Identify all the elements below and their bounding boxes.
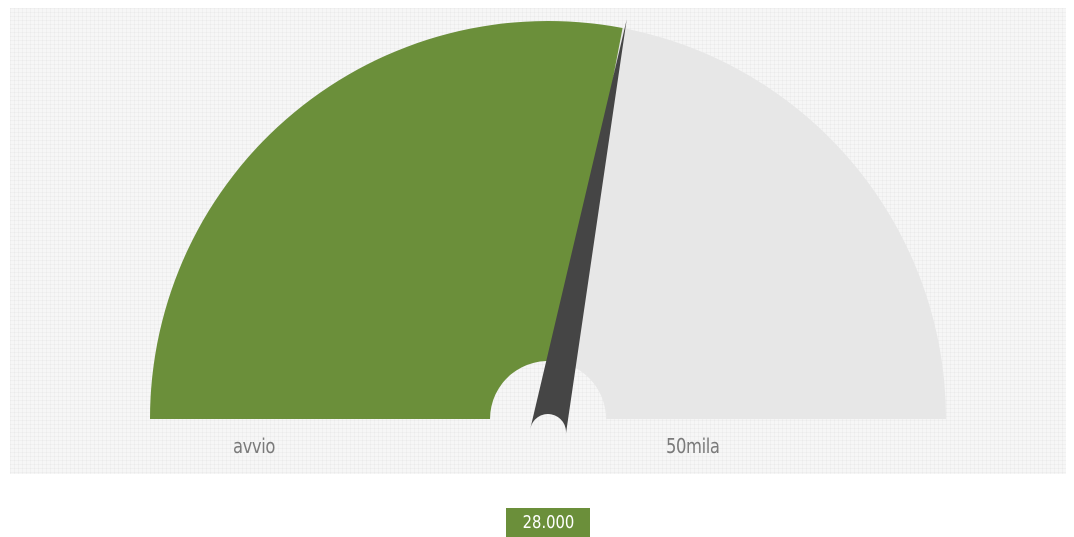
- gauge-value-badge: 28.000: [506, 508, 590, 537]
- gauge-min-label: avvio: [233, 434, 276, 458]
- gauge-max-label: 50mila: [666, 434, 720, 458]
- gauge-needle: [530, 19, 627, 436]
- gauge-fill: [150, 20, 623, 419]
- gauge-value-text: 28.000: [522, 512, 574, 533]
